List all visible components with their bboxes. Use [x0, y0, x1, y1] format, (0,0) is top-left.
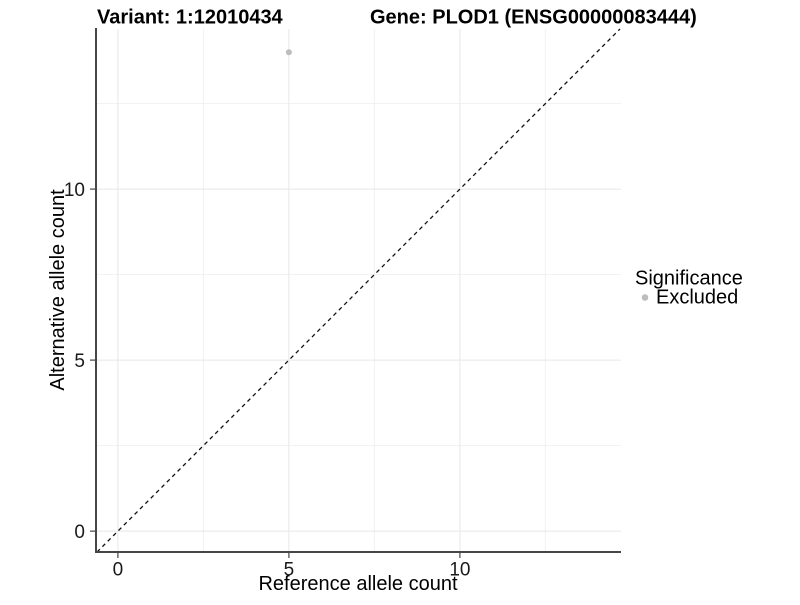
y-tick-label: 0	[74, 522, 85, 543]
legend-key-dot	[641, 294, 649, 301]
y-axis-title: Alternative allele count	[47, 189, 69, 391]
data-point	[285, 49, 292, 56]
data-points	[285, 49, 292, 56]
y-axis-ticks	[90, 188, 96, 532]
x-tick-label: 5	[284, 560, 295, 581]
plot-title-variant: Variant: 1:12010434	[97, 7, 284, 29]
legend-title: Significance	[635, 268, 743, 290]
x-axis-title: Reference allele count	[258, 573, 457, 595]
x-tick-label: 0	[113, 560, 124, 581]
gridlines-major	[96, 29, 621, 552]
x-axis-ticks	[117, 552, 461, 558]
identity-dashed-line	[96, 28, 621, 553]
plot-title-gene: Gene: PLOD1 (ENSG00000083444)	[370, 7, 697, 29]
x-axis-tick-labels: 0 5 10	[113, 560, 471, 581]
legend-item-label: Excluded	[656, 287, 738, 309]
y-axis-tick-labels: 0 5 10	[64, 180, 85, 543]
y-tick-label: 10	[64, 180, 85, 201]
legend: Significance Excluded	[635, 268, 743, 309]
x-tick-label: 10	[449, 560, 470, 581]
gridlines-minor	[96, 29, 621, 552]
y-tick-label: 5	[74, 351, 85, 372]
